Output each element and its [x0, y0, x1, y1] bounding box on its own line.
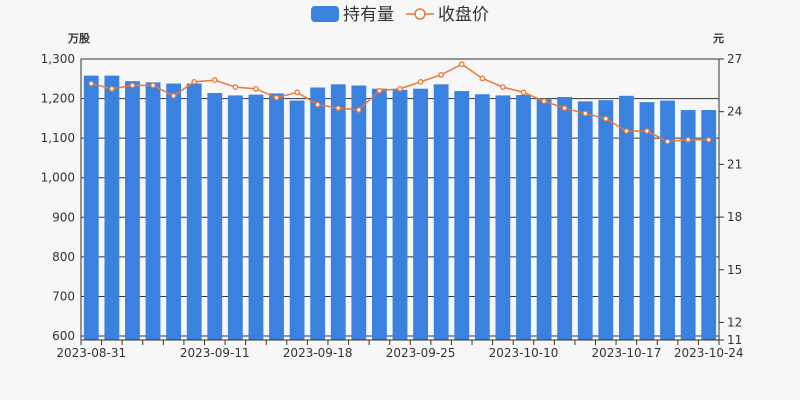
- close-price-point[interactable]: [458, 61, 465, 68]
- close-price-point[interactable]: [520, 89, 527, 96]
- legend-label-holdings: 持有量: [343, 5, 394, 25]
- holdings-bar[interactable]: [660, 100, 675, 340]
- holdings-bar[interactable]: [145, 82, 161, 340]
- close-price-point[interactable]: [273, 94, 280, 101]
- holdings-bar[interactable]: [83, 75, 99, 341]
- left-axis-tick-label: 1,100: [41, 131, 75, 145]
- legend[interactable]: 持有量 收盘价: [311, 5, 489, 25]
- holdings-bar[interactable]: [577, 101, 593, 340]
- holdings-bar[interactable]: [474, 94, 490, 341]
- right-axis-tick-label: 18: [727, 210, 742, 224]
- close-price-point[interactable]: [500, 84, 506, 90]
- close-price-point[interactable]: [314, 101, 321, 108]
- close-price-point[interactable]: [438, 71, 445, 78]
- close-price-point[interactable]: [170, 93, 177, 99]
- holdings-bar[interactable]: [516, 95, 531, 340]
- holdings-bar[interactable]: [372, 88, 387, 340]
- holdings-bar[interactable]: [495, 95, 511, 340]
- holdings-bar[interactable]: [433, 84, 449, 340]
- left-axis-tick-label: 600: [52, 329, 75, 343]
- close-price-point[interactable]: [191, 78, 198, 85]
- close-price-point[interactable]: [376, 87, 383, 94]
- x-axis-tick-label: 2023-09-11: [180, 346, 250, 360]
- close-price-point[interactable]: [685, 136, 691, 143]
- holdings-bar[interactable]: [289, 100, 305, 340]
- holdings-bar[interactable]: [701, 110, 717, 340]
- left-axis-tick-label: 800: [52, 250, 75, 264]
- close-price-point[interactable]: [582, 110, 589, 117]
- holdings-bar[interactable]: [104, 75, 120, 341]
- close-price-point[interactable]: [232, 84, 239, 90]
- holdings-bar[interactable]: [330, 84, 346, 340]
- right-axis-tick-label: 27: [727, 52, 742, 66]
- holdings-bar[interactable]: [310, 87, 326, 340]
- close-price-point[interactable]: [150, 82, 156, 89]
- close-price-point[interactable]: [294, 89, 300, 96]
- x-axis-tick-label: 2023-10-24: [674, 346, 744, 360]
- left-axis-unit-label: 万股: [67, 32, 91, 45]
- legend-item-holdings[interactable]: 持有量: [311, 5, 394, 25]
- close-price-point[interactable]: [479, 75, 486, 82]
- close-price-point[interactable]: [253, 86, 259, 92]
- holdings-bar[interactable]: [125, 81, 140, 340]
- close-price-point[interactable]: [602, 115, 609, 122]
- x-axis-tick-label: 2023-09-25: [386, 346, 456, 360]
- legend-label-close-price: 收盘价: [438, 5, 489, 25]
- close-price-point[interactable]: [541, 98, 547, 105]
- holdings-bar[interactable]: [598, 100, 614, 341]
- close-price-point[interactable]: [397, 86, 403, 92]
- holdings-bar[interactable]: [639, 102, 655, 340]
- holdings-bar[interactable]: [392, 89, 408, 340]
- left-axis-tick-label: 1,300: [41, 52, 75, 66]
- left-axis-tick-label: 700: [52, 289, 75, 303]
- close-price-point[interactable]: [335, 105, 342, 112]
- x-axis-tick-label: 2023-09-18: [283, 346, 353, 360]
- right-axis-unit-label: 元: [713, 32, 724, 45]
- holdings-bar[interactable]: [618, 95, 634, 341]
- left-axis-tick-label: 900: [52, 210, 75, 224]
- close-price-point[interactable]: [417, 78, 424, 85]
- legend-item-close-price[interactable]: 收盘价: [406, 5, 489, 25]
- holdings-bar[interactable]: [166, 83, 182, 340]
- holdings-bar[interactable]: [680, 110, 696, 340]
- holdings-bar[interactable]: [413, 88, 428, 340]
- holdings-bar[interactable]: [536, 99, 552, 340]
- legend-bar-swatch: [311, 6, 339, 22]
- holdings-bar[interactable]: [454, 91, 470, 341]
- x-axis-tick-label: 2023-10-10: [489, 346, 559, 360]
- close-price-point[interactable]: [705, 136, 712, 143]
- right-axis-tick-label: 11: [727, 333, 742, 347]
- holdings-bar[interactable]: [557, 96, 573, 340]
- holdings-bar[interactable]: [207, 93, 223, 340]
- close-price-point[interactable]: [88, 80, 95, 87]
- close-price-point[interactable]: [561, 105, 568, 112]
- holdings-bar[interactable]: [248, 94, 264, 340]
- legend-line-marker: [414, 8, 426, 20]
- close-price-point[interactable]: [355, 107, 362, 113]
- holdings-bar[interactable]: [269, 93, 284, 340]
- left-axis-tick-label: 1,000: [41, 171, 75, 185]
- right-axis-tick-label: 24: [727, 105, 742, 119]
- right-axis-tick-label: 12: [727, 315, 742, 329]
- close-price-point[interactable]: [664, 138, 671, 145]
- plot-area: 600 700 800 900 1,000 1,100 1,200 1,300 11 12 15 18…: [41, 52, 744, 360]
- holdings-bar[interactable]: [186, 83, 202, 340]
- holdings-bar[interactable]: [351, 85, 367, 340]
- close-price-point[interactable]: [109, 86, 115, 92]
- x-axis-tick-label: 2023-10-17: [592, 346, 662, 360]
- right-axis-tick-label: 21: [727, 157, 742, 171]
- holdings-bar[interactable]: [227, 95, 243, 340]
- right-axis-tick-label: 15: [727, 263, 742, 277]
- close-price-point[interactable]: [129, 82, 136, 89]
- x-axis-tick-label: 2023-08-31: [56, 346, 126, 360]
- close-price-point[interactable]: [211, 77, 218, 83]
- left-axis-tick-label: 1,200: [41, 92, 75, 106]
- close-price-point[interactable]: [623, 128, 630, 134]
- close-price-point[interactable]: [644, 128, 650, 134]
